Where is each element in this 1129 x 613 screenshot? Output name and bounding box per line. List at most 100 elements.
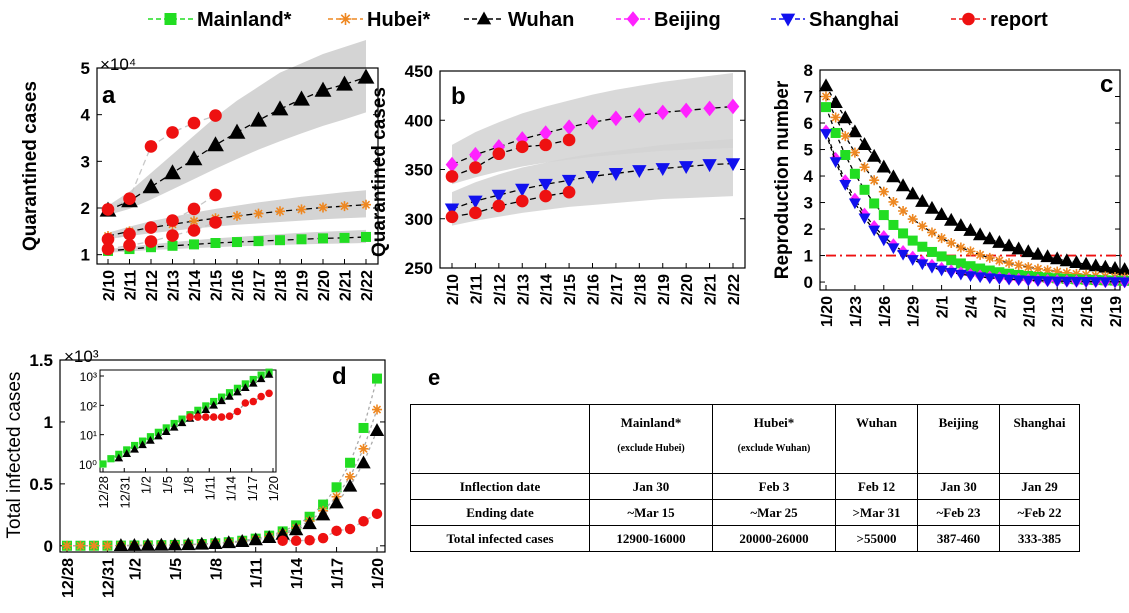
table-cell: >55000 bbox=[835, 525, 918, 552]
data-point bbox=[164, 164, 181, 180]
data-point bbox=[934, 207, 949, 221]
data-point bbox=[491, 189, 507, 203]
table-corner-cell bbox=[410, 404, 590, 474]
x-tick-label: 2/10 bbox=[445, 274, 462, 305]
inset-point bbox=[225, 392, 234, 400]
data-point bbox=[1012, 275, 1025, 287]
table-header-cell: Hubei* (exclude Wuhan) bbox=[712, 404, 836, 474]
data-point bbox=[1051, 276, 1064, 288]
table-cell: Jan 29 bbox=[999, 473, 1080, 500]
x-tick-label: 1/14 bbox=[289, 558, 306, 589]
data-point bbox=[232, 210, 242, 221]
inset-point bbox=[241, 383, 250, 391]
legend-label: Shanghai bbox=[809, 9, 899, 31]
x-tick-label: 2/18 bbox=[632, 274, 649, 305]
data-point bbox=[127, 538, 142, 551]
data-point bbox=[372, 373, 382, 384]
data-point bbox=[101, 242, 115, 256]
inset-point bbox=[138, 440, 147, 449]
inset-x-tick-label: 12/31 bbox=[117, 476, 132, 509]
data-point bbox=[144, 140, 158, 153]
data-point bbox=[1099, 277, 1112, 288]
data-point bbox=[538, 178, 553, 192]
data-point bbox=[562, 133, 576, 147]
exponent-label: ×10³ bbox=[64, 347, 99, 366]
data-point bbox=[1052, 266, 1063, 277]
data-point bbox=[166, 214, 179, 227]
data-point bbox=[944, 212, 959, 226]
data-point bbox=[315, 507, 331, 521]
legend-marker bbox=[962, 12, 975, 26]
data-point bbox=[339, 201, 350, 212]
data-point bbox=[515, 183, 530, 197]
x-tick-label: 1/8 bbox=[208, 558, 225, 580]
panel-d-axes bbox=[59, 359, 386, 553]
x-tick-label: 2/15 bbox=[209, 270, 226, 301]
legend-marker bbox=[780, 13, 796, 27]
data-point bbox=[1098, 259, 1113, 273]
data-point bbox=[221, 535, 236, 549]
table-cell: Jan 30 bbox=[589, 473, 713, 500]
data-point bbox=[515, 140, 529, 154]
data-point bbox=[965, 246, 976, 257]
row-label: Ending date bbox=[410, 499, 590, 526]
data-point bbox=[209, 216, 222, 229]
data-point bbox=[302, 516, 317, 530]
y-tick-label: 0.5 bbox=[29, 475, 53, 494]
data-point bbox=[877, 235, 890, 247]
table-row: Inflection date Jan 30 Feb 3 Feb 12 Jan … bbox=[410, 473, 1080, 500]
data-point bbox=[820, 129, 832, 140]
data-point bbox=[849, 147, 860, 158]
data-point bbox=[1089, 277, 1102, 288]
y-axis-label: Quarantined cases bbox=[20, 81, 41, 251]
data-point bbox=[917, 221, 928, 232]
data-point bbox=[857, 137, 872, 151]
inset-point bbox=[169, 422, 179, 431]
panel-label: c bbox=[1100, 71, 1113, 98]
data-point bbox=[585, 170, 600, 184]
y-tick-label: 250 bbox=[405, 259, 433, 278]
data-point bbox=[821, 102, 831, 113]
data-point bbox=[1023, 262, 1034, 273]
legend-item: Shanghai bbox=[771, 9, 899, 31]
data-point bbox=[926, 227, 937, 238]
data-point bbox=[946, 238, 957, 249]
data-point bbox=[945, 267, 958, 279]
inset-y-tick-label: 10³ bbox=[80, 370, 97, 384]
data-point bbox=[469, 206, 482, 220]
data-point bbox=[828, 95, 843, 109]
data-point bbox=[849, 168, 860, 179]
x-tick-label: 1/2 bbox=[127, 558, 144, 580]
data-point bbox=[209, 188, 222, 202]
y-tick-label: 350 bbox=[405, 161, 433, 180]
data-point bbox=[1030, 246, 1046, 260]
panel-label: a bbox=[102, 82, 116, 109]
data-point bbox=[290, 535, 302, 546]
data-point bbox=[101, 203, 115, 216]
data-point bbox=[253, 208, 264, 219]
data-point bbox=[1118, 277, 1129, 289]
inset-point bbox=[217, 396, 226, 405]
y-tick-label: 1 bbox=[81, 246, 90, 265]
data-point bbox=[983, 273, 996, 285]
table-cell: ~Feb 22 bbox=[999, 499, 1080, 526]
inset-y-tick-label: 10¹ bbox=[80, 429, 97, 443]
data-point bbox=[62, 540, 72, 551]
data-point bbox=[897, 249, 910, 261]
data-point bbox=[1107, 260, 1123, 274]
inset-point bbox=[146, 436, 155, 444]
data-point bbox=[1032, 263, 1043, 274]
data-point bbox=[963, 222, 978, 236]
data-point bbox=[562, 119, 576, 135]
y-tick-label: 5 bbox=[804, 141, 813, 160]
inset-point bbox=[177, 418, 187, 427]
data-point bbox=[878, 186, 889, 197]
data-point bbox=[1003, 274, 1016, 286]
inset-point bbox=[209, 400, 219, 409]
x-tick-label: 2/22 bbox=[726, 274, 743, 305]
data-point bbox=[726, 98, 740, 115]
data-point bbox=[261, 530, 277, 543]
inset-point bbox=[257, 392, 265, 401]
legend-item: Wuhan bbox=[464, 9, 574, 31]
